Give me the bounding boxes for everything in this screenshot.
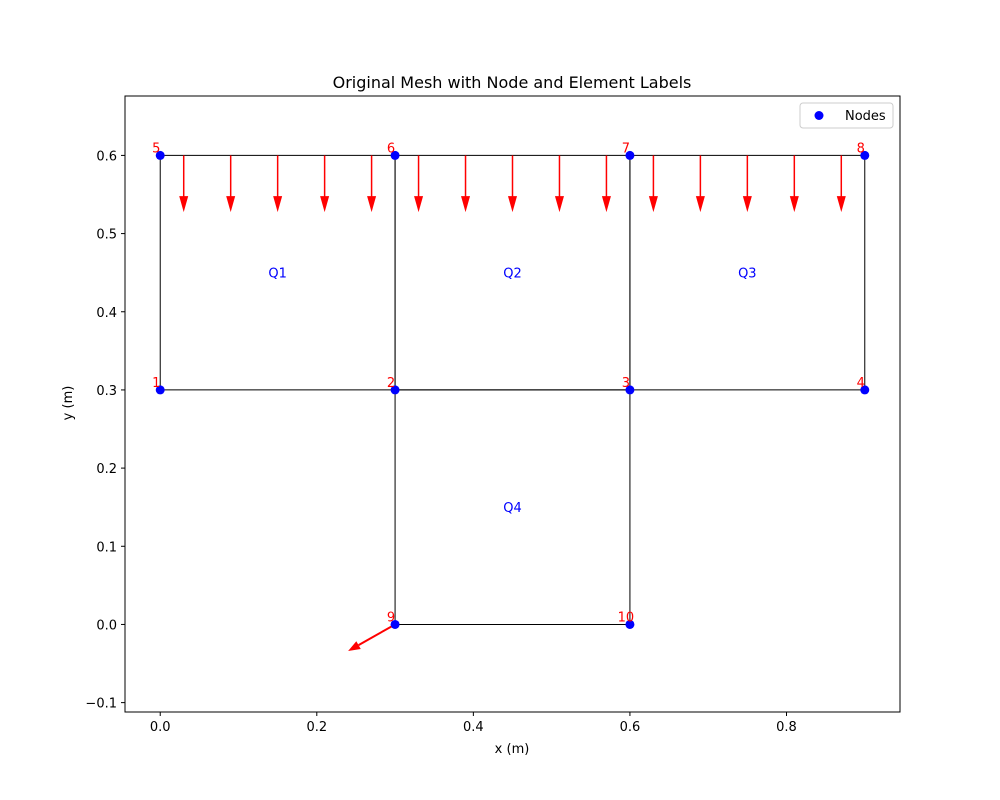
y-tick-label: 0.6 — [96, 149, 117, 164]
y-tick-label: 0.5 — [96, 228, 117, 243]
legend-entry-nodes: Nodes — [845, 109, 886, 124]
element-label: Q2 — [503, 267, 522, 282]
x-tick-label: 0.8 — [776, 720, 797, 735]
legend-node-marker — [814, 111, 824, 120]
y-axis-label: y (m) — [61, 386, 76, 421]
node-label: 6 — [387, 141, 395, 156]
load-arrow-head — [367, 196, 377, 213]
chart-title: Original Mesh with Node and Element Labe… — [333, 73, 692, 92]
load-arrow-head — [226, 196, 236, 213]
legend: Nodes — [799, 102, 894, 129]
load-arrow-head — [601, 196, 611, 213]
load-arrow-head — [179, 196, 189, 213]
x-tick-label: 0.4 — [463, 720, 484, 735]
node-marker — [860, 150, 870, 160]
plot-frame — [124, 95, 901, 713]
load-arrow-head — [461, 196, 471, 213]
node-marker — [155, 385, 165, 395]
legend-box — [799, 102, 894, 129]
node-label: 3 — [622, 376, 630, 391]
plot-area: 0.0 0.2 0.4 0.6 0.8 −0.1 0.0 0.1 0.2 0.3 0.4 0.5 0.6… — [85, 141, 870, 735]
node-label: 5 — [152, 141, 160, 156]
load-arrow-head — [789, 196, 799, 213]
node-label: 1 — [152, 376, 160, 391]
load-arrow-head — [273, 196, 283, 213]
load-arrow-head — [648, 196, 658, 213]
node-label: 2 — [387, 376, 395, 391]
load-arrow-head — [320, 196, 330, 213]
load-arrow-head — [508, 196, 517, 213]
x-tick-label: 0.6 — [620, 720, 641, 735]
y-tick-label: 0.3 — [96, 384, 117, 399]
node-label: 10 — [618, 610, 635, 625]
node-label: 4 — [857, 376, 865, 391]
point-load-arrow-head — [348, 641, 361, 652]
node-marker — [625, 619, 635, 629]
load-arrow-head — [414, 196, 424, 213]
node-label: 9 — [387, 610, 395, 625]
node-marker — [625, 385, 635, 395]
point-load-arrow-shaft — [358, 623, 396, 646]
node-marker — [860, 385, 870, 395]
y-tick-label: −0.1 — [85, 697, 117, 712]
load-arrow-head — [695, 196, 705, 213]
node-marker — [625, 150, 635, 160]
y-tick-label: 0.4 — [96, 306, 117, 321]
y-tick-label: 0.2 — [96, 462, 117, 477]
x-tick-label: 0.2 — [306, 720, 327, 735]
node-marker — [390, 150, 400, 160]
node-marker — [155, 150, 165, 160]
node-marker — [390, 619, 400, 629]
load-arrow-head — [742, 196, 752, 213]
load-arrow-head — [836, 196, 846, 213]
element-label: Q3 — [738, 267, 757, 282]
load-arrow-head — [554, 196, 564, 213]
node-label: 7 — [622, 141, 630, 156]
node-marker — [390, 385, 400, 395]
y-tick-label: 0.1 — [96, 540, 117, 555]
node-label: 8 — [857, 141, 865, 156]
element-label: Q1 — [268, 267, 287, 282]
element-label: Q4 — [503, 501, 522, 516]
x-tick-label: 0.0 — [150, 720, 171, 735]
y-tick-label: 0.0 — [96, 618, 117, 633]
x-axis-label: x (m) — [495, 742, 530, 757]
